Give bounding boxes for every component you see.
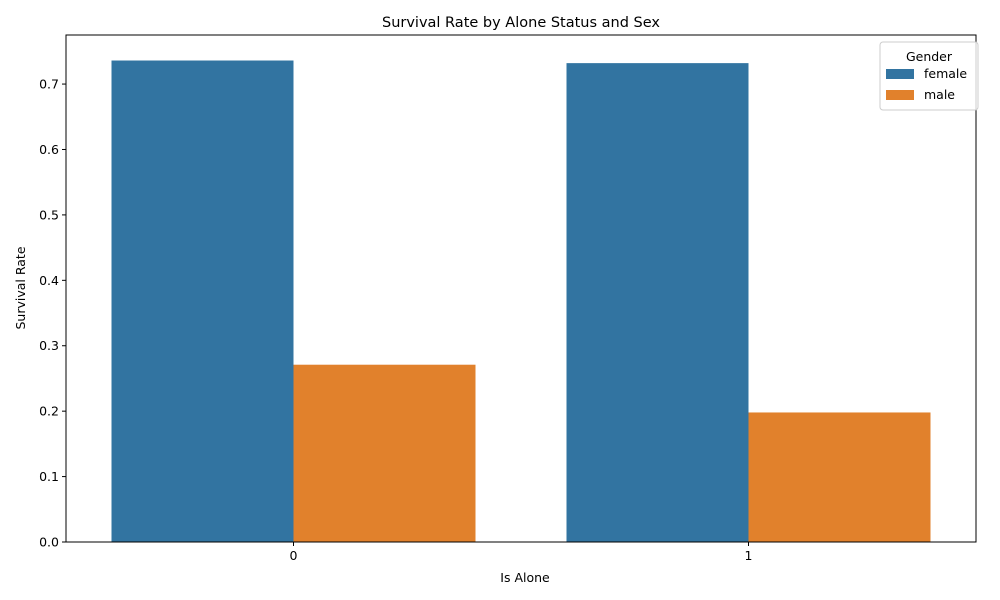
bar-female-0 (111, 60, 294, 542)
legend-swatch-female (886, 69, 914, 79)
chart-title: Survival Rate by Alone Status and Sex (382, 15, 660, 31)
y-tick-label: 0.7 (39, 77, 59, 92)
y-tick-label: 0.6 (39, 142, 59, 157)
y-tick-label: 0.1 (39, 469, 59, 484)
bar-female-1 (566, 63, 749, 543)
bar-male-1 (748, 412, 931, 542)
plot-frame (65, 34, 977, 543)
y-tick-label: 0.4 (39, 273, 59, 288)
x-axis-label: Is Alone (500, 570, 550, 585)
bars (111, 60, 931, 543)
bar-male-0 (293, 364, 476, 542)
legend-title: Gender (906, 49, 953, 64)
legend-label-male: male (924, 87, 955, 102)
legend-swatch-male (886, 90, 914, 100)
legend-label-female: female (924, 66, 967, 81)
y-tick-label: 0.3 (39, 338, 59, 353)
y-axis: 0.0 0.1 0.2 0.3 0.4 0.5 0.6 0.7 (39, 77, 66, 550)
y-tick-label: 0.5 (39, 207, 59, 222)
x-tick-label: 1 (745, 548, 753, 563)
y-tick-label: 0.0 (39, 535, 59, 550)
y-axis-label: Survival Rate (13, 246, 28, 329)
y-tick-label: 0.2 (39, 404, 59, 419)
x-tick-label: 0 (290, 548, 298, 563)
legend: Gender female male (879, 41, 979, 111)
